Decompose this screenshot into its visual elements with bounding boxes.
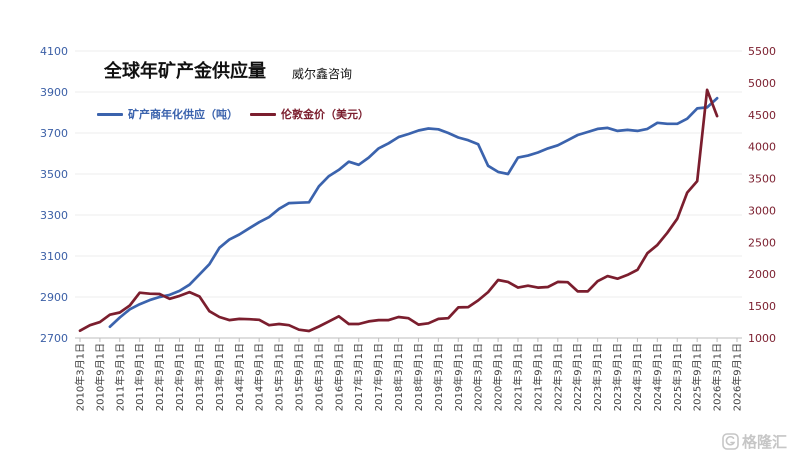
y-right-tick-label: 5500 <box>748 45 776 58</box>
gridlines <box>75 50 742 339</box>
y-right-tick-label: 3000 <box>748 204 776 217</box>
y-right-tick-label: 1000 <box>748 332 776 345</box>
chart-title: 全球年矿产金供应量 <box>104 61 266 82</box>
x-tick-label: 2022年3月1日 <box>551 343 564 411</box>
x-tick-label: 2016年3月1日 <box>312 343 325 411</box>
y-left-tick-label: 3900 <box>40 86 68 99</box>
x-tick-label: 2019年3月1日 <box>432 343 445 411</box>
x-tick-label: 2026年3月1日 <box>711 343 724 411</box>
series-line-supply <box>108 96 719 329</box>
watermark-text: 格隆汇 <box>742 433 788 451</box>
x-tick-label: 2023年3月1日 <box>591 343 604 411</box>
gelonghui-logo-icon <box>722 433 739 450</box>
x-tick-label: 2021年3月1日 <box>512 343 525 411</box>
x-tick-label: 2022年9月1日 <box>571 343 584 411</box>
series-line-gold-price <box>78 88 719 333</box>
x-tick-label: 2024年9月1日 <box>651 343 664 411</box>
y-right-tick-label: 4000 <box>748 141 776 154</box>
y-left-tick-label: 3700 <box>40 127 68 140</box>
x-tick-label: 2012年9月1日 <box>173 343 186 411</box>
x-tick-label: 2015年9月1日 <box>293 343 306 411</box>
x-tick-label: 2013年3月1日 <box>193 343 206 411</box>
y-left-tick-label: 3100 <box>40 250 68 263</box>
y-left-tick-label: 4100 <box>40 45 68 58</box>
chart-source: 威尔鑫咨询 <box>292 67 353 81</box>
y-right-tick-label: 2500 <box>748 236 776 249</box>
x-axis: 2010年3月1日 2010年9月1日 2011年3月1日 2011年9月1日 2012… <box>74 338 744 411</box>
y-left-tick-label: 3300 <box>40 209 68 222</box>
y-right-tick-label: 3500 <box>748 173 776 186</box>
x-tick-label: 2014年9月1日 <box>253 343 266 411</box>
legend-swatch-supply <box>97 112 123 116</box>
x-tick-label: 2025年3月1日 <box>671 343 684 411</box>
x-tick-label: 2025年9月1日 <box>691 343 704 411</box>
y-right-tick-label: 1500 <box>748 300 776 313</box>
x-tick-label: 2026年9月1日 <box>731 343 744 411</box>
y-axis-right: 1000 1500 2000 2500 3000 3500 4000 4500 5000 5500 <box>748 45 776 345</box>
y-left-tick-label: 2700 <box>40 332 68 345</box>
x-tick-label: 2010年3月1日 <box>74 343 87 411</box>
x-tick-label: 2011年3月1日 <box>113 343 126 411</box>
legend-label-supply: 矿产商年化供应（吨） <box>128 108 238 121</box>
legend-swatch-gold-price <box>250 112 276 116</box>
x-tick-label: 2010年9月1日 <box>93 343 106 411</box>
x-tick-label: 2014年3月1日 <box>233 343 246 411</box>
x-tick-label: 2021年9月1日 <box>531 343 544 411</box>
watermark: 格隆汇 <box>722 431 787 452</box>
y-right-tick-label: 4500 <box>748 109 776 122</box>
legend-label-gold-price: 伦敦金价（美元） <box>281 108 369 121</box>
y-left-tick-label: 3500 <box>40 168 68 181</box>
x-tick-label: 2019年9月1日 <box>452 343 465 411</box>
x-tick-label: 2020年3月1日 <box>472 343 485 411</box>
x-tick-label: 2016年9月1日 <box>332 343 345 411</box>
x-tick-label: 2017年3月1日 <box>352 343 365 411</box>
x-tick-label: 2015年3月1日 <box>273 343 286 411</box>
x-tick-label: 2012年3月1日 <box>153 343 166 411</box>
y-axis-left: 2700 2900 3100 3300 3500 3700 3900 4100 <box>40 45 68 345</box>
x-tick-label: 2024年3月1日 <box>631 343 644 411</box>
x-tick-label: 2020年9月1日 <box>492 343 505 411</box>
legend-item-supply: 矿产商年化供应（吨） <box>97 106 238 122</box>
y-left-tick-label: 2900 <box>40 291 68 304</box>
legend-item-gold-price: 伦敦金价（美元） <box>250 106 369 122</box>
y-right-tick-label: 2000 <box>748 268 776 281</box>
x-tick-label: 2018年3月1日 <box>392 343 405 411</box>
x-tick-label: 2011年9月1日 <box>133 343 146 411</box>
x-tick-label: 2018年9月1日 <box>412 343 425 411</box>
x-tick-label: 2013年9月1日 <box>213 343 226 411</box>
x-tick-label: 2017年9月1日 <box>372 343 385 411</box>
y-right-tick-label: 5000 <box>748 77 776 90</box>
x-tick-label: 2023年9月1日 <box>611 343 624 411</box>
